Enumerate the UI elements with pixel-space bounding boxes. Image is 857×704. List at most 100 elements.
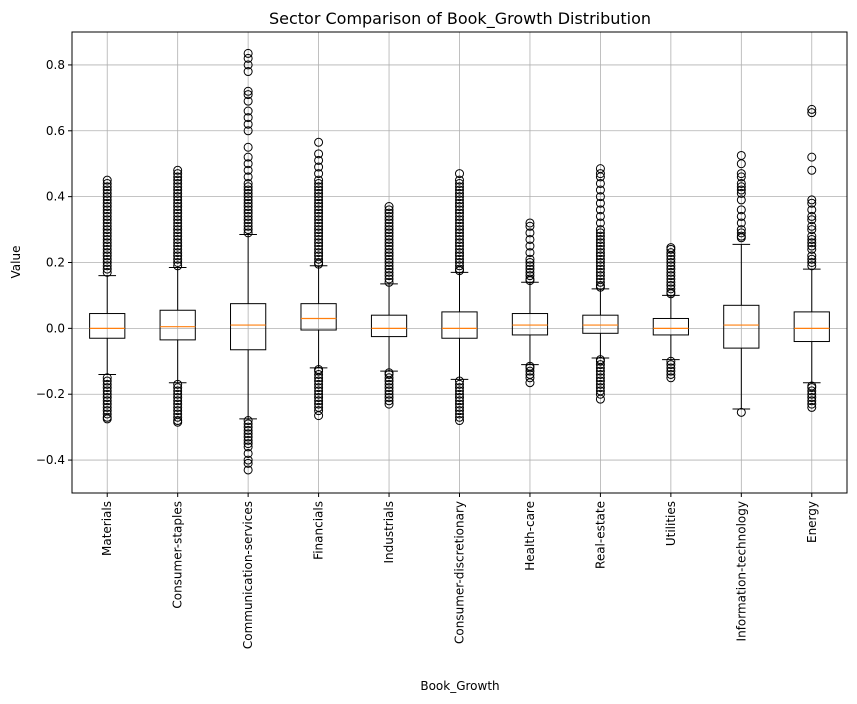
outlier-point (455, 231, 464, 241)
outlier-point (314, 393, 324, 403)
outlier-point (314, 238, 324, 248)
outlier-point (102, 251, 112, 261)
outlier-point (525, 366, 535, 376)
outlier-point (102, 202, 112, 212)
outlier-point (314, 231, 324, 241)
iqr-box (511, 313, 549, 336)
outlier-point (736, 231, 746, 241)
chart-title: Sector Comparison of Book_Growth Distrib… (269, 9, 651, 29)
iqr-box (723, 304, 760, 349)
outlier-point (807, 165, 817, 175)
outlier-point (595, 360, 605, 370)
outlier-point (173, 195, 183, 205)
outlier-point (314, 383, 324, 393)
x-tick-label: Consumer-staples (171, 501, 185, 609)
outlier-point (807, 261, 817, 271)
grid-layer (72, 32, 847, 493)
outlier-point (455, 389, 464, 399)
outlier-point (173, 406, 183, 416)
outlier-point (102, 248, 112, 258)
outlier-point (736, 150, 746, 160)
outlier-point (173, 241, 183, 251)
outlier-point (807, 238, 817, 248)
outlier-point (243, 228, 253, 238)
outlier-point (525, 221, 535, 231)
y-tick-label: 0.0 (46, 321, 65, 335)
outlier-point (314, 248, 324, 258)
outlier-point (173, 399, 183, 409)
outlier-point (102, 231, 112, 241)
outlier-point (173, 251, 183, 261)
outlier-point (314, 406, 324, 416)
outlier-point (384, 258, 394, 267)
outlier-point (173, 182, 183, 192)
outlier-point (384, 254, 394, 264)
outlier-point (666, 356, 676, 366)
outlier-point (102, 244, 112, 254)
outlier-point (807, 215, 817, 225)
outlier-point (314, 182, 324, 192)
x-tick-label: Health-care (523, 501, 537, 571)
outlier-point (736, 178, 746, 188)
outlier-point (595, 198, 605, 208)
outlier-point (595, 389, 605, 399)
outlier-point (384, 241, 394, 251)
iqr-box (300, 303, 337, 331)
outlier-point (595, 267, 605, 277)
outlier-point (102, 238, 112, 248)
outlier-point (243, 90, 253, 100)
outlier-point (314, 169, 324, 179)
y-tick-label: 0.6 (46, 124, 65, 138)
outlier-point (455, 416, 464, 426)
outlier-point (243, 195, 253, 205)
outlier-point (595, 205, 605, 215)
outlier-point (384, 393, 394, 403)
outlier-point (173, 178, 183, 188)
outlier-point (455, 396, 464, 406)
outlier-point (595, 248, 605, 258)
outlier-point (666, 287, 676, 297)
x-tick-label: Utilities (664, 501, 678, 546)
outlier-point (173, 205, 183, 215)
outlier-point (595, 231, 605, 241)
outlier-point (102, 221, 112, 231)
outlier-point (314, 208, 324, 218)
outlier-point (173, 258, 183, 267)
outlier-point (173, 393, 183, 403)
outlier-point (102, 414, 112, 424)
outlier-point (384, 205, 394, 215)
outlier-point (173, 261, 183, 271)
outlier-point (384, 248, 394, 258)
outlier-point (173, 417, 183, 427)
outlier-point (807, 258, 817, 267)
outlier-point (595, 178, 605, 188)
outlier-point (455, 379, 464, 389)
outlier-point (595, 238, 605, 248)
outlier-point (243, 422, 253, 432)
outlier-point (314, 162, 324, 172)
box-industrials (370, 202, 408, 409)
outlier-point (595, 241, 605, 251)
outlier-point (666, 267, 676, 277)
iqr-box (159, 309, 196, 341)
outlier-point (384, 261, 394, 271)
outlier-point (243, 215, 253, 225)
outlier-point (314, 389, 324, 399)
y-tick-label: 0.4 (46, 190, 65, 204)
outlier-point (807, 383, 817, 393)
outlier-point (173, 396, 183, 406)
outlier-point (384, 383, 394, 393)
outlier-point (807, 108, 817, 118)
outlier-point (243, 218, 253, 228)
outlier-point (384, 373, 394, 383)
outlier-point (314, 379, 324, 389)
outlier-point (384, 208, 394, 218)
box-materials (89, 175, 126, 424)
outlier-point (173, 383, 183, 393)
outlier-point (102, 241, 112, 251)
outlier-point (455, 215, 464, 225)
outlier-point (595, 254, 605, 264)
outlier-point (314, 254, 324, 264)
outlier-point (525, 373, 535, 383)
